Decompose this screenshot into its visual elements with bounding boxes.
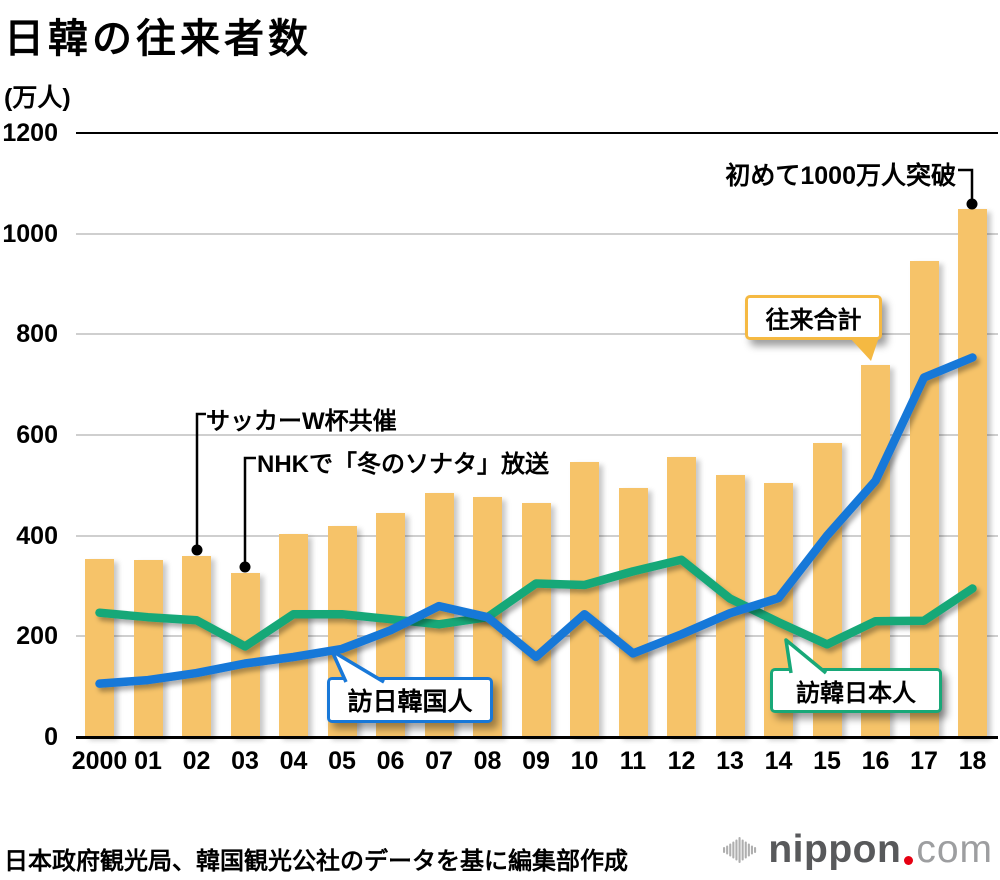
x-tick-label: 03 <box>231 747 259 775</box>
logo-word: nippon <box>768 828 902 871</box>
winter-sonata-marker-dot <box>239 561 251 573</box>
bar <box>667 457 696 737</box>
soundwave-bar <box>735 839 738 861</box>
x-tick-label: 10 <box>570 747 599 775</box>
soundwave-bar <box>748 843 751 857</box>
annotation-winter-sonata: NHKで「冬のソナタ」放送 <box>257 451 549 478</box>
soundwave-bar <box>723 847 726 853</box>
x-tick-label: 18 <box>958 747 987 775</box>
x-tick-label: 17 <box>910 747 938 775</box>
logo-dot-icon <box>904 856 914 865</box>
bar <box>521 503 551 737</box>
bar <box>909 261 939 737</box>
y-axis-unit-label: (万人) <box>4 84 71 112</box>
winter-sonata-connector-line <box>243 456 256 567</box>
callout-koreans-visiting-japan: 訪日韓国人 <box>327 677 493 723</box>
top-border-line <box>76 132 998 134</box>
x-tick-label: 01 <box>134 747 162 775</box>
x-tick-label: 11 <box>619 747 647 775</box>
soundwave-bar <box>729 843 732 857</box>
soundwave-bar <box>754 847 757 853</box>
x-tick-label: 07 <box>425 747 453 775</box>
x-tick-label: 05 <box>328 747 356 775</box>
x-axis-line <box>76 736 998 739</box>
bar <box>715 474 745 737</box>
y-tick-label: 0 <box>44 723 58 751</box>
y-tick-label: 600 <box>16 421 58 449</box>
x-tick-label: 08 <box>473 747 502 775</box>
callout-japanese-visiting-korea: 訪韓日本人 <box>770 668 942 713</box>
x-tick-label: 09 <box>522 747 550 775</box>
x-tick-label: 16 <box>861 747 890 775</box>
nippon-logo: nippon com <box>722 828 993 871</box>
x-tick-label: 04 <box>279 747 308 775</box>
logo-tld: com <box>916 828 993 871</box>
x-tick-label: 13 <box>716 747 744 775</box>
source-note: 日本政府観光局、韓国観光公社のデータを基に編集部作成 <box>4 848 628 875</box>
bar <box>182 556 211 737</box>
soundwave-bar <box>738 837 741 863</box>
y-tick-label: 800 <box>16 320 58 349</box>
x-tick-label: 2000 <box>71 747 128 775</box>
y-tick-label: 400 <box>16 521 58 550</box>
bar <box>279 534 308 737</box>
callout-total: 往来合計 <box>745 295 882 340</box>
soundwave-icon <box>723 837 757 863</box>
x-tick-label: 14 <box>764 747 793 775</box>
worldcup-marker-dot <box>191 544 203 556</box>
gridline <box>76 232 998 235</box>
y-tick-label: 1000 <box>2 219 58 248</box>
soundwave-bar <box>726 845 729 855</box>
x-tick-label: 12 <box>667 747 696 775</box>
x-tick-label: 06 <box>376 747 405 775</box>
annotation-10m-milestone: 初めて1000万人突破 <box>725 162 956 190</box>
bar <box>230 572 260 737</box>
callout-koreans-visiting-japan-label: 訪日韓国人 <box>347 688 473 716</box>
callout-total-label: 往来合計 <box>765 307 862 334</box>
chart-title: 日韓の往来者数 <box>4 17 312 61</box>
soundwave-bar <box>751 845 754 855</box>
y-tick-label: 1200 <box>2 119 58 147</box>
callout-japanese-visiting-korea-label: 訪韓日本人 <box>796 680 916 707</box>
bar <box>133 560 163 737</box>
bar <box>85 559 114 737</box>
soundwave-bar <box>745 841 748 859</box>
gridline <box>76 333 998 336</box>
bar <box>958 209 987 737</box>
milestone-marker-dot <box>966 198 978 210</box>
soundwave-bar <box>732 841 735 859</box>
x-tick-label: 02 <box>182 747 211 775</box>
soundwave-bar <box>741 839 745 861</box>
annotation-worldcup: サッカーW杯共催 <box>206 408 397 435</box>
bar <box>618 487 648 737</box>
bar <box>570 462 599 737</box>
x-tick-label: 15 <box>813 747 841 775</box>
callout-total-tail <box>849 337 879 361</box>
y-tick-label: 200 <box>16 622 58 651</box>
milestone-connector-line <box>958 168 974 202</box>
